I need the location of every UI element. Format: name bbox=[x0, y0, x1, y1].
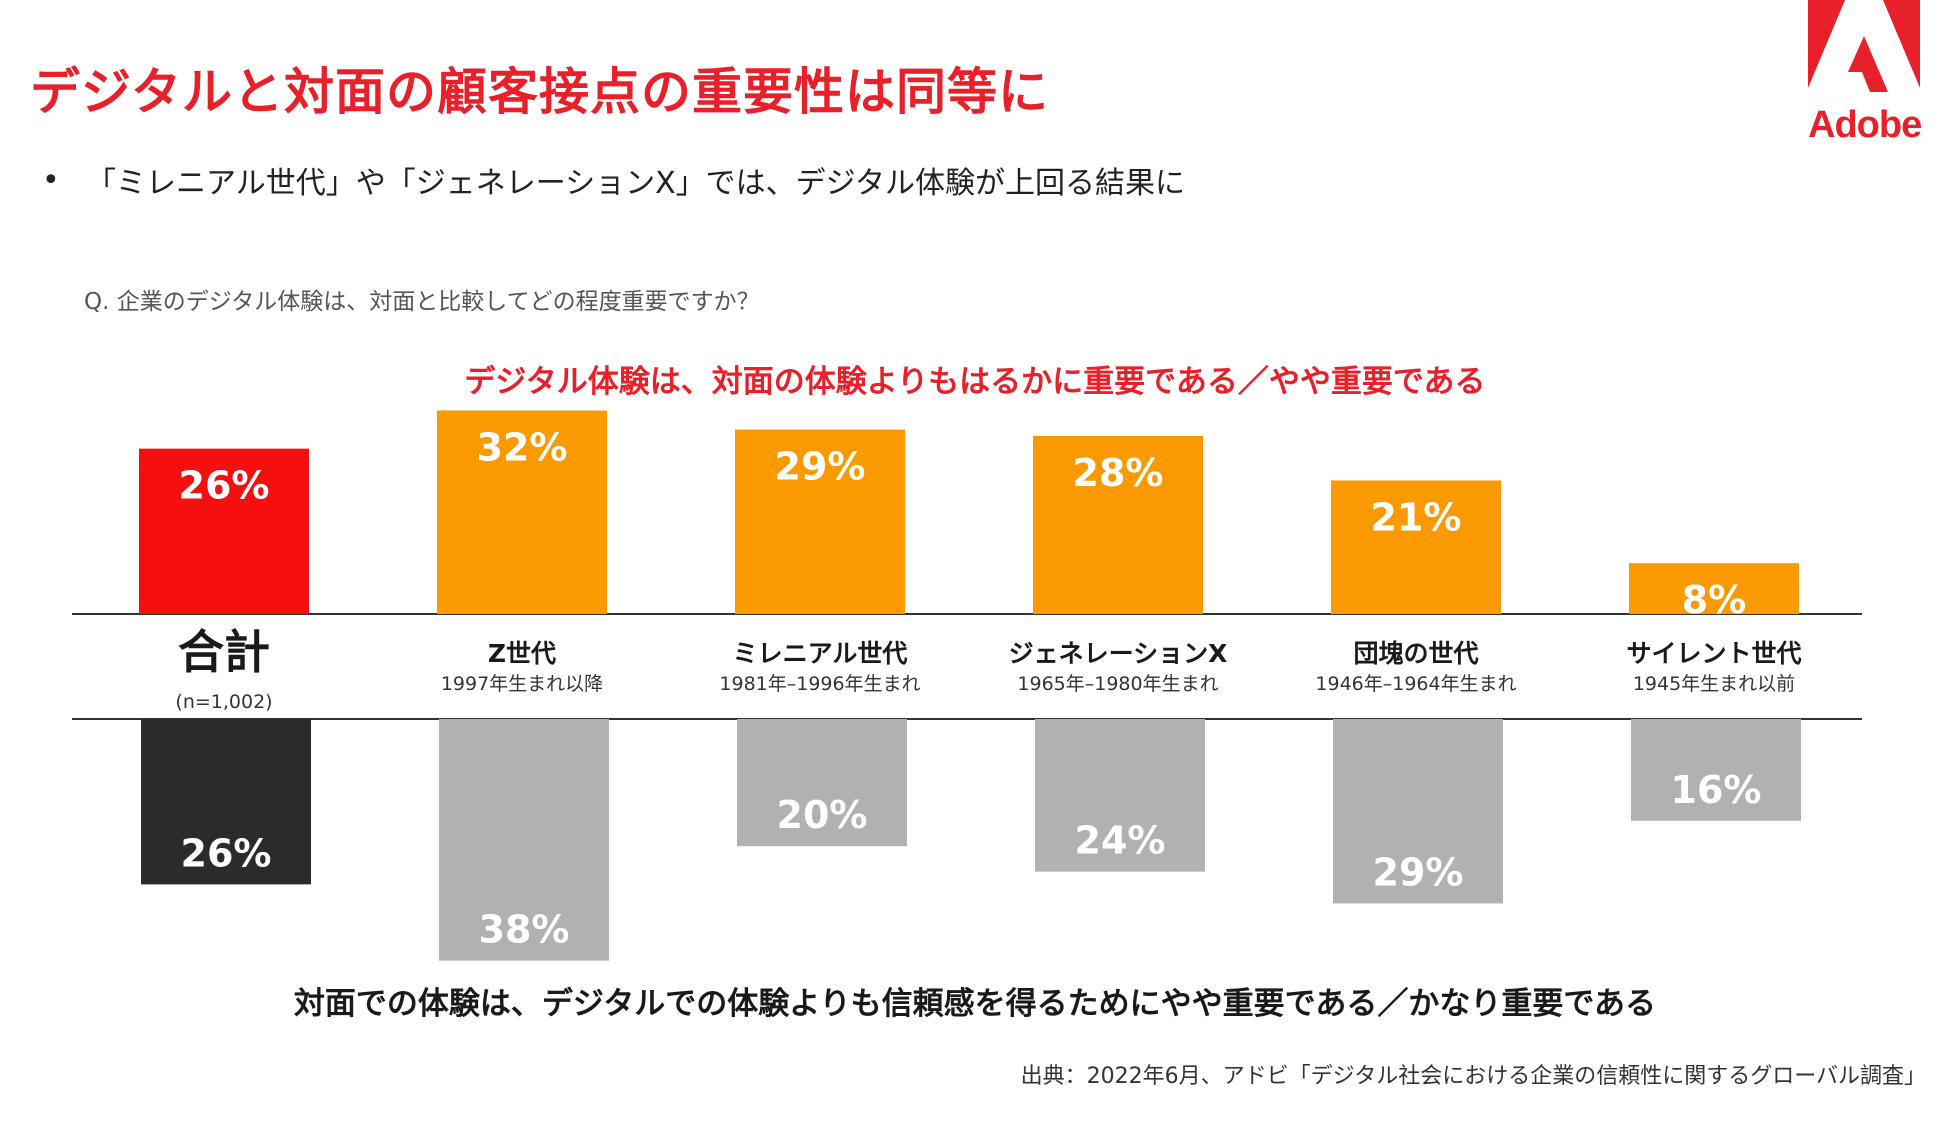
bar-lower-5 bbox=[1631, 719, 1801, 821]
bar-upper-label-3: 28% bbox=[1073, 451, 1164, 495]
category-sub-1: 1997年生まれ以降 bbox=[441, 673, 603, 695]
category-name-2: ミレニアル世代 bbox=[733, 639, 908, 668]
bar-lower-3 bbox=[1035, 719, 1205, 872]
bar-lower-4 bbox=[1333, 719, 1503, 904]
category-name-5: サイレント世代 bbox=[1626, 639, 1801, 668]
upper-series-caption: デジタル体験は、対面の体験よりもはるかに重要である／やや重要である bbox=[464, 364, 1486, 400]
category-sub-2: 1981年–1996年生まれ bbox=[719, 673, 920, 695]
subtitle: 「ミレニアル世代」や「ジェネレーションX」では、デジタル体験が上回る結果に bbox=[86, 166, 1186, 201]
category-name-4: 団塊の世代 bbox=[1353, 639, 1478, 668]
bar-upper-label-1: 32% bbox=[477, 425, 568, 469]
bar-upper-0 bbox=[139, 448, 309, 614]
page-title: デジタルと対面の顧客接点の重要性は同等に bbox=[30, 63, 1049, 121]
category-name-0: 合計 bbox=[178, 625, 270, 679]
bar-upper-label-2: 29% bbox=[775, 445, 866, 489]
bar-upper-label-5: 8% bbox=[1682, 578, 1747, 622]
bar-lower-label-4: 29% bbox=[1373, 850, 1464, 894]
bar-upper-4 bbox=[1331, 480, 1501, 614]
category-sub-5: 1945年生まれ以前 bbox=[1633, 673, 1795, 695]
category-sub-0: (n=1,002) bbox=[175, 691, 272, 713]
adobe-logo-icon bbox=[1808, 0, 1920, 92]
bar-upper-3 bbox=[1033, 435, 1203, 614]
category-sub-3: 1965年–1980年生まれ bbox=[1017, 673, 1218, 695]
adobe-logo: Adobe bbox=[1808, 0, 1922, 160]
category-name-3: ジェネレーションX bbox=[1009, 639, 1228, 668]
survey-question: Q. 企業のデジタル体験は、対面と比較してどの程度重要ですか？ bbox=[84, 289, 760, 315]
bar-upper-label-4: 21% bbox=[1371, 495, 1462, 539]
bar-lower-label-5: 16% bbox=[1671, 768, 1762, 812]
bar-lower-0 bbox=[141, 719, 311, 885]
bar-lower-1 bbox=[439, 719, 609, 961]
category-name-1: Z世代 bbox=[488, 639, 556, 668]
adobe-logo-text: Adobe bbox=[1808, 104, 1922, 146]
bar-lower-label-2: 20% bbox=[777, 793, 868, 837]
bar-lower-label-1: 38% bbox=[479, 908, 570, 952]
bar-upper-label-0: 26% bbox=[179, 464, 270, 508]
bullet-dot: • bbox=[42, 163, 60, 198]
bar-upper-2 bbox=[735, 429, 905, 614]
lower-series-caption: 対面での体験は、デジタルでの体験よりも信頼感を得るためにやや重要である／かなり重… bbox=[293, 986, 1657, 1022]
bar-lower-label-0: 26% bbox=[181, 831, 272, 875]
source-note: 出典：2022年6月、アドビ「デジタル社会における企業の信頼性に関するグローバル… bbox=[1020, 1064, 1926, 1089]
bar-lower-label-3: 24% bbox=[1075, 819, 1166, 863]
category-sub-4: 1946年–1964年生まれ bbox=[1315, 673, 1516, 695]
bar-upper-1 bbox=[437, 410, 607, 614]
bar-lower-2 bbox=[737, 719, 907, 847]
bar-upper-5 bbox=[1629, 563, 1799, 614]
